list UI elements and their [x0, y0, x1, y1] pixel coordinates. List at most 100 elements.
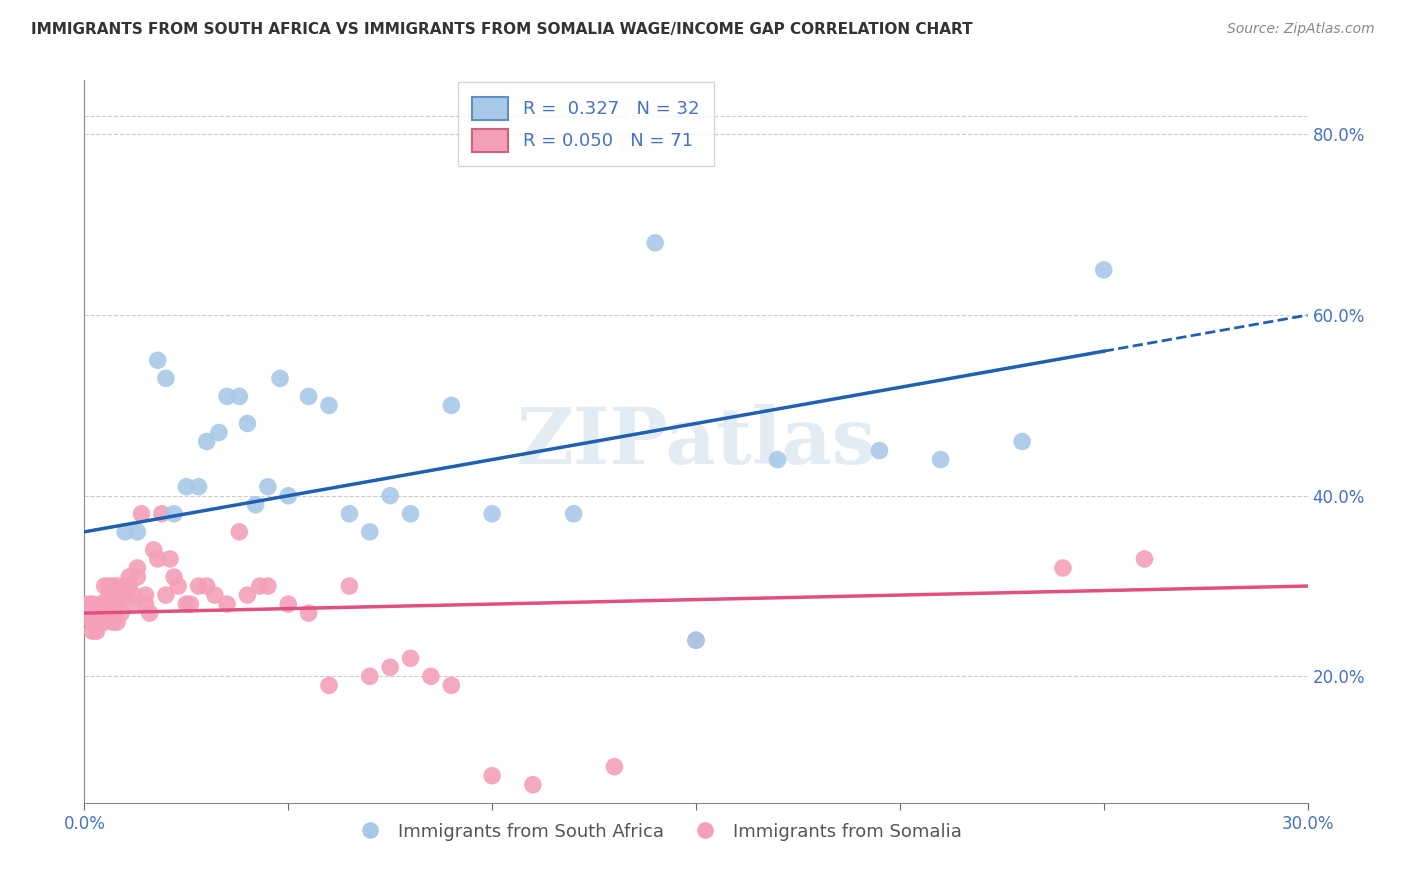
- Point: [86, 615, 108, 630]
- Point: [298, 606, 321, 620]
- Point: [339, 579, 361, 593]
- Point: [146, 353, 169, 368]
- Point: [359, 669, 381, 683]
- Point: [236, 588, 259, 602]
- Point: [86, 606, 108, 620]
- Point: [114, 588, 136, 602]
- Point: [163, 507, 186, 521]
- Point: [318, 398, 340, 412]
- Point: [217, 597, 239, 611]
- Point: [318, 678, 340, 692]
- Point: [97, 588, 120, 602]
- Point: [174, 597, 197, 611]
- Point: [208, 425, 231, 440]
- Point: [562, 507, 585, 521]
- Point: [1092, 263, 1115, 277]
- Point: [187, 480, 209, 494]
- Point: [127, 561, 149, 575]
- Text: Source: ZipAtlas.com: Source: ZipAtlas.com: [1227, 22, 1375, 37]
- Point: [685, 633, 707, 648]
- Point: [142, 542, 165, 557]
- Point: [127, 570, 149, 584]
- Point: [217, 389, 239, 403]
- Point: [114, 579, 136, 593]
- Point: [179, 597, 201, 611]
- Point: [869, 443, 891, 458]
- Point: [105, 615, 128, 630]
- Point: [138, 606, 160, 620]
- Point: [440, 398, 463, 412]
- Point: [122, 597, 145, 611]
- Point: [399, 507, 422, 521]
- Point: [204, 588, 226, 602]
- Point: [159, 552, 181, 566]
- Point: [131, 507, 153, 521]
- Point: [481, 769, 503, 783]
- Point: [1011, 434, 1033, 449]
- Point: [929, 452, 952, 467]
- Point: [359, 524, 381, 539]
- Point: [380, 489, 402, 503]
- Point: [122, 588, 145, 602]
- Point: [97, 597, 120, 611]
- Point: [135, 588, 157, 602]
- Point: [1133, 552, 1156, 566]
- Point: [82, 615, 104, 630]
- Text: ZIPatlas: ZIPatlas: [516, 403, 876, 480]
- Point: [277, 489, 299, 503]
- Point: [110, 606, 132, 620]
- Point: [101, 579, 124, 593]
- Point: [174, 480, 197, 494]
- Point: [77, 597, 100, 611]
- Point: [101, 597, 124, 611]
- Point: [146, 552, 169, 566]
- Point: [195, 579, 218, 593]
- Point: [114, 524, 136, 539]
- Point: [380, 660, 402, 674]
- Point: [97, 579, 120, 593]
- Point: [82, 624, 104, 639]
- Point: [195, 434, 218, 449]
- Point: [644, 235, 666, 250]
- Point: [399, 651, 422, 665]
- Point: [236, 417, 259, 431]
- Point: [101, 606, 124, 620]
- Point: [167, 579, 190, 593]
- Point: [77, 606, 100, 620]
- Point: [118, 570, 141, 584]
- Point: [766, 452, 789, 467]
- Point: [135, 597, 157, 611]
- Point: [187, 579, 209, 593]
- Point: [150, 507, 173, 521]
- Point: [93, 579, 115, 593]
- Point: [105, 579, 128, 593]
- Point: [1052, 561, 1074, 575]
- Point: [685, 633, 707, 648]
- Point: [249, 579, 271, 593]
- Legend: Immigrants from South Africa, Immigrants from Somalia: Immigrants from South Africa, Immigrants…: [350, 815, 969, 848]
- Point: [420, 669, 443, 683]
- Point: [245, 498, 267, 512]
- Point: [127, 524, 149, 539]
- Point: [105, 597, 128, 611]
- Point: [110, 588, 132, 602]
- Point: [101, 615, 124, 630]
- Point: [481, 507, 503, 521]
- Point: [603, 760, 626, 774]
- Point: [298, 389, 321, 403]
- Point: [118, 579, 141, 593]
- Point: [257, 480, 280, 494]
- Point: [90, 606, 112, 620]
- Point: [86, 624, 108, 639]
- Point: [90, 615, 112, 630]
- Point: [269, 371, 291, 385]
- Point: [163, 570, 186, 584]
- Point: [155, 588, 177, 602]
- Point: [155, 371, 177, 385]
- Point: [228, 389, 250, 403]
- Point: [82, 597, 104, 611]
- Point: [93, 615, 115, 630]
- Point: [277, 597, 299, 611]
- Point: [93, 597, 115, 611]
- Point: [522, 778, 544, 792]
